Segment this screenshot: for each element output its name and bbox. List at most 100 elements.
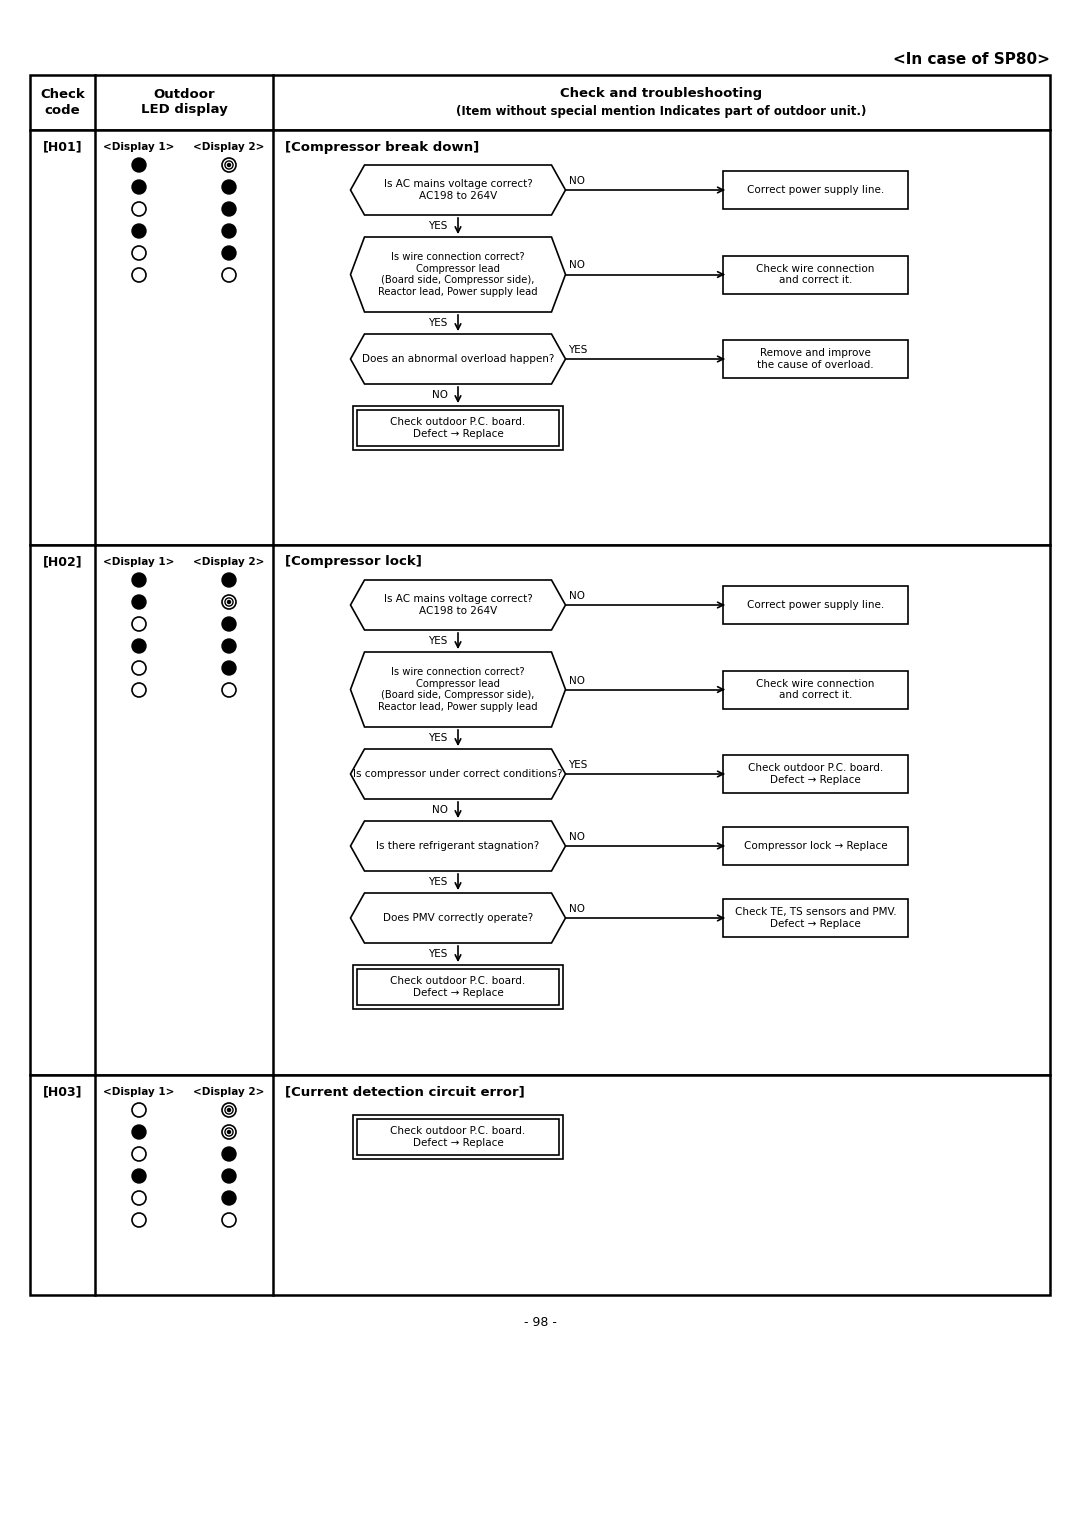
Text: [H03]: [H03] xyxy=(43,1086,82,1098)
Text: Is AC mains voltage correct?
AC198 to 264V: Is AC mains voltage correct? AC198 to 26… xyxy=(383,595,532,616)
Text: NO: NO xyxy=(569,676,585,686)
Bar xyxy=(357,1119,559,1154)
Text: YES: YES xyxy=(429,949,448,959)
Circle shape xyxy=(132,201,146,217)
Text: NO: NO xyxy=(432,805,448,814)
Bar xyxy=(723,340,908,378)
Text: Is compressor under correct conditions?: Is compressor under correct conditions? xyxy=(353,769,563,779)
Text: NO: NO xyxy=(432,390,448,400)
Circle shape xyxy=(132,573,146,587)
Circle shape xyxy=(132,268,146,282)
Bar xyxy=(723,755,908,793)
Circle shape xyxy=(132,180,146,194)
Text: Correct power supply line.: Correct power supply line. xyxy=(747,185,885,195)
Text: YES: YES xyxy=(568,345,588,355)
Text: YES: YES xyxy=(429,734,448,743)
Text: Check outdoor P.C. board.
Defect → Replace: Check outdoor P.C. board. Defect → Repla… xyxy=(390,418,526,439)
Polygon shape xyxy=(351,334,566,384)
Circle shape xyxy=(222,639,237,653)
Text: Does PMV correctly operate?: Does PMV correctly operate? xyxy=(383,913,534,923)
Bar xyxy=(30,1075,1050,1295)
Text: Is there refrigerant stagnation?: Is there refrigerant stagnation? xyxy=(376,840,540,851)
Text: NO: NO xyxy=(569,833,585,842)
Bar xyxy=(723,586,908,624)
Text: Check wire connection
and correct it.: Check wire connection and correct it. xyxy=(756,264,875,285)
Circle shape xyxy=(222,180,237,194)
Circle shape xyxy=(222,246,237,259)
Circle shape xyxy=(228,601,230,604)
Text: [H01]: [H01] xyxy=(43,140,82,154)
Circle shape xyxy=(228,163,230,166)
Bar xyxy=(723,171,908,209)
Text: <Display 1>: <Display 1> xyxy=(104,142,175,152)
Text: <In case of SP80>: <In case of SP80> xyxy=(893,52,1050,67)
Text: [Current detection circuit error]: [Current detection circuit error] xyxy=(285,1086,525,1098)
Polygon shape xyxy=(351,165,566,215)
Circle shape xyxy=(225,162,233,169)
Circle shape xyxy=(222,1212,237,1228)
Text: <Display 2>: <Display 2> xyxy=(193,557,265,567)
Text: Does an abnormal overload happen?: Does an abnormal overload happen? xyxy=(362,354,554,364)
Text: [H02]: [H02] xyxy=(43,555,82,569)
Text: <Display 1>: <Display 1> xyxy=(104,557,175,567)
Text: NO: NO xyxy=(569,904,585,913)
Text: - 98 -: - 98 - xyxy=(524,1316,556,1330)
Circle shape xyxy=(222,268,237,282)
Circle shape xyxy=(225,1106,233,1115)
Text: Outdoor
LED display: Outdoor LED display xyxy=(140,88,228,116)
Polygon shape xyxy=(351,653,566,727)
Text: Compressor lock → Replace: Compressor lock → Replace xyxy=(744,840,888,851)
Text: YES: YES xyxy=(568,759,588,770)
Text: [Compressor lock]: [Compressor lock] xyxy=(285,555,422,569)
Text: YES: YES xyxy=(429,636,448,647)
Text: Check and troubleshooting: Check and troubleshooting xyxy=(561,87,762,101)
Text: [Compressor break down]: [Compressor break down] xyxy=(285,140,480,154)
Circle shape xyxy=(132,159,146,172)
Text: Check TE, TS sensors and PMV.
Defect → Replace: Check TE, TS sensors and PMV. Defect → R… xyxy=(734,907,896,929)
Text: NO: NO xyxy=(569,175,585,186)
Polygon shape xyxy=(351,236,566,313)
Circle shape xyxy=(228,1130,230,1133)
Text: Check outdoor P.C. board.
Defect → Replace: Check outdoor P.C. board. Defect → Repla… xyxy=(747,762,883,785)
Text: Correct power supply line.: Correct power supply line. xyxy=(747,599,885,610)
Circle shape xyxy=(132,1125,146,1139)
Bar xyxy=(723,256,908,293)
Circle shape xyxy=(222,224,237,238)
Circle shape xyxy=(222,573,237,587)
Text: YES: YES xyxy=(429,319,448,328)
Circle shape xyxy=(132,1170,146,1183)
Text: NO: NO xyxy=(569,261,585,270)
Bar xyxy=(357,968,559,1005)
Circle shape xyxy=(222,660,237,676)
Circle shape xyxy=(225,598,233,605)
Bar xyxy=(30,544,1050,1075)
Text: Is wire connection correct?
Compressor lead
(Board side, Compressor side),
React: Is wire connection correct? Compressor l… xyxy=(378,666,538,712)
Circle shape xyxy=(132,595,146,608)
Circle shape xyxy=(222,201,237,217)
Bar xyxy=(30,75,1050,130)
Polygon shape xyxy=(351,820,566,871)
Bar xyxy=(723,827,908,865)
Circle shape xyxy=(132,1191,146,1205)
Bar xyxy=(723,900,908,936)
Text: (Item without special mention Indicates part of outdoor unit.): (Item without special mention Indicates … xyxy=(457,105,866,117)
Circle shape xyxy=(132,660,146,676)
Text: Is wire connection correct?
Compressor lead
(Board side, Compressor side),
React: Is wire connection correct? Compressor l… xyxy=(378,252,538,297)
Circle shape xyxy=(228,1109,230,1112)
Text: Check outdoor P.C. board.
Defect → Replace: Check outdoor P.C. board. Defect → Repla… xyxy=(390,1125,526,1148)
Text: <Display 2>: <Display 2> xyxy=(193,142,265,152)
Circle shape xyxy=(222,683,237,697)
Text: <Display 1>: <Display 1> xyxy=(104,1087,175,1096)
Text: Check
code: Check code xyxy=(40,88,85,116)
Circle shape xyxy=(222,1191,237,1205)
Text: <Display 2>: <Display 2> xyxy=(193,1087,265,1096)
Circle shape xyxy=(222,159,237,172)
Bar xyxy=(357,410,559,445)
Circle shape xyxy=(132,1103,146,1116)
Text: YES: YES xyxy=(429,877,448,888)
Polygon shape xyxy=(351,894,566,942)
Text: NO: NO xyxy=(569,592,585,601)
Polygon shape xyxy=(351,580,566,630)
Text: Check outdoor P.C. board.
Defect → Replace: Check outdoor P.C. board. Defect → Repla… xyxy=(390,976,526,997)
Bar xyxy=(353,965,563,1010)
